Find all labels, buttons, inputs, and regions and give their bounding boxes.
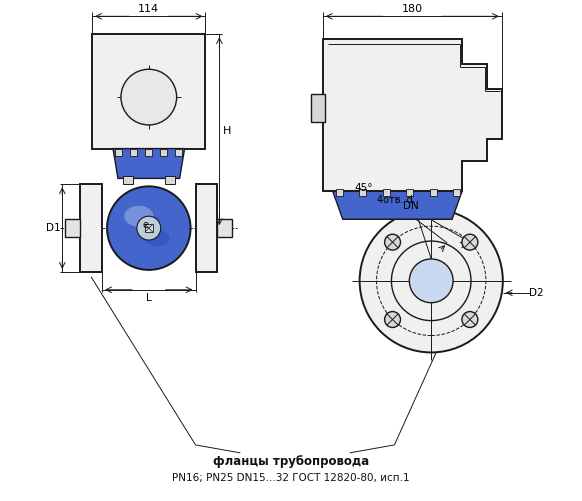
Text: 114: 114 [139,5,159,15]
Polygon shape [343,207,452,219]
Text: 45°: 45° [354,183,373,193]
Bar [123,176,133,184]
Circle shape [107,186,190,270]
Text: L: L [146,293,152,303]
Text: H: H [223,126,232,136]
Bar [336,189,343,196]
Bar [406,189,413,196]
Bar [65,219,80,237]
Text: DN: DN [403,201,419,211]
Circle shape [137,216,161,240]
Text: PN16; PN25 DN15...32 ГОСТ 12820-80, исп.1: PN16; PN25 DN15...32 ГОСТ 12820-80, исп.… [172,473,410,483]
Circle shape [360,209,503,352]
Bar [160,149,167,155]
Circle shape [409,259,453,303]
Bar [146,149,152,155]
Bar [430,189,436,196]
Bar [311,94,325,122]
Bar [115,149,122,155]
Bar [145,224,152,232]
Bar [453,189,460,196]
Ellipse shape [124,206,154,226]
Circle shape [121,69,177,125]
Circle shape [385,312,400,328]
Bar [165,176,175,184]
Text: e: e [143,220,149,230]
Text: 4отв. d: 4отв. d [377,195,412,205]
Bar [383,189,390,196]
Text: 180: 180 [402,5,423,15]
Bar [218,219,232,237]
Text: D2: D2 [529,288,544,298]
Bar [175,149,182,155]
Polygon shape [333,191,462,219]
Ellipse shape [144,230,169,246]
Bar [80,184,102,272]
Bar [92,34,205,149]
Circle shape [462,312,478,328]
Text: D1: D1 [46,223,61,233]
Bar [130,149,137,155]
Text: фланцы трубопровода: фланцы трубопровода [213,455,369,468]
Bar [359,189,366,196]
Circle shape [385,234,400,250]
Circle shape [462,234,478,250]
Polygon shape [323,39,502,191]
Bar [196,184,218,272]
Polygon shape [113,149,184,178]
